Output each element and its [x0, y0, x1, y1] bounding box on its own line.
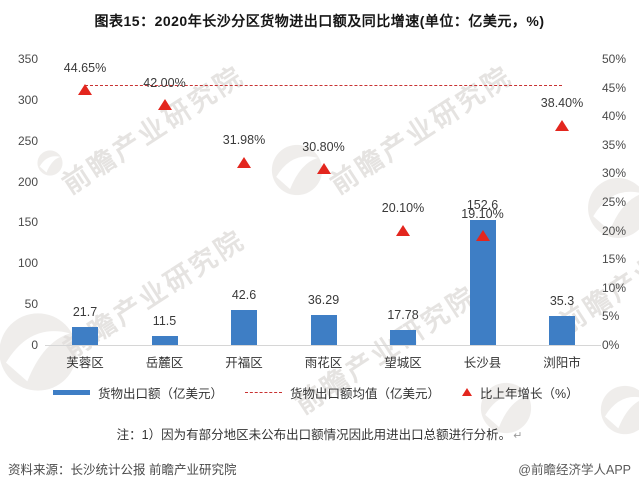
bar-望城区 — [390, 330, 416, 345]
legend-label-export: 货物出口额（亿美元） — [98, 386, 224, 401]
bar-swatch-icon — [53, 389, 90, 395]
credit-text: @前瞻经济学人APP — [518, 463, 631, 477]
legend-item-growth: 比上年增长（%） — [462, 383, 579, 402]
left-axis-tick: 250 — [17, 133, 38, 148]
left-axis-tick: 50 — [24, 297, 38, 312]
bar-浏阳市 — [549, 316, 575, 345]
growth-value-label: 20.10% — [381, 201, 425, 216]
growth-marker — [555, 119, 569, 131]
growth-value-label: 42.00% — [143, 75, 186, 90]
left-axis-tick: 200 — [17, 174, 38, 189]
growth-marker — [237, 156, 251, 168]
legend: 货物出口额（亿美元） 货物出口额均值（亿美元） 比上年增长（%） — [53, 383, 579, 402]
left-axis-tick: 100 — [17, 256, 38, 271]
right-axis-tick: 15% — [602, 252, 627, 267]
dashed-line-swatch-icon — [245, 391, 283, 393]
right-axis-tick: 35% — [602, 137, 627, 152]
right-axis-tick: 5% — [602, 309, 620, 324]
growth-marker — [78, 84, 92, 96]
right-axis-tick: 10% — [602, 280, 627, 295]
bar-value-label: 17.78 — [387, 308, 419, 323]
right-axis-tick: 45% — [602, 80, 627, 95]
category-label: 浏阳市 — [543, 356, 581, 370]
category-label: 长沙县 — [463, 356, 502, 370]
right-axis-tick: 25% — [602, 195, 627, 209]
category-label: 芙蓉区 — [66, 356, 104, 370]
growth-marker — [475, 230, 490, 242]
growth-marker — [396, 224, 410, 236]
left-axis-tick: 150 — [17, 215, 38, 230]
right-axis-tick: 30% — [602, 166, 627, 181]
right-axis-tick: 0% — [602, 338, 620, 352]
growth-value-label: 38.40% — [540, 96, 584, 111]
left-axis-tick: 350 — [17, 52, 38, 66]
chart-note: 注：1）因为有部分地区未公布出口额情况因此用进出口总额进行分析。 ↵ — [0, 424, 639, 443]
bar-value-label: 36.29 — [307, 293, 340, 308]
right-axis-tick: 50% — [602, 52, 627, 66]
legend-item-export: 货物出口额（亿美元） — [53, 383, 223, 402]
bar-芙蓉区 — [72, 327, 98, 345]
category-label: 开福区 — [225, 356, 263, 370]
bar-value-label: 21.7 — [72, 305, 98, 320]
return-mark: ↵ — [513, 430, 523, 442]
watermark-text: 前瞻产业研究院 — [325, 60, 518, 200]
x-axis-line — [45, 345, 601, 346]
legend-item-mean: 货物出口额均值（亿美元） — [245, 383, 440, 402]
growth-value-label: 19.10% — [461, 206, 504, 221]
growth-marker — [157, 99, 172, 111]
left-axis-tick: 300 — [17, 92, 38, 107]
bar-value-label: 11.5 — [152, 313, 177, 328]
note-text: 注：1）因为有部分地区未公布出口额情况因此用进出口总额进行分析。 — [116, 428, 512, 442]
legend-label-mean: 货物出口额均值（亿美元） — [290, 386, 441, 401]
growth-value-label: 44.65% — [63, 60, 107, 75]
source-text: 资料来源：长沙统计公报 前瞻产业研究院 — [8, 463, 237, 477]
mean-line — [85, 85, 562, 86]
bar-开福区 — [231, 310, 257, 345]
bar-value-label: 152.6 — [466, 198, 499, 213]
growth-marker — [316, 163, 331, 175]
growth-value-label: 31.98% — [222, 133, 266, 148]
category-label: 雨花区 — [304, 356, 343, 370]
right-axis-tick: 40% — [602, 109, 627, 124]
category-label: 望城区 — [384, 356, 422, 370]
qianzhan-globe-logo-icon — [37, 150, 63, 176]
bar-雨花区 — [310, 315, 337, 345]
left-axis-tick: 0 — [31, 338, 38, 352]
bar-岳麓区 — [151, 335, 178, 345]
bar-value-label: 35.3 — [549, 294, 575, 309]
legend-label-growth: 比上年增长（%） — [480, 386, 579, 401]
right-axis-tick: 20% — [602, 223, 627, 238]
growth-value-label: 30.80% — [302, 139, 345, 154]
triangle-swatch-icon — [462, 388, 473, 396]
chart-title: 图表15：2020年长沙分区货物进出口额及同比增速(单位：亿美元，%) — [94, 13, 545, 29]
bar-value-label: 42.6 — [231, 288, 257, 303]
category-label: 岳麓区 — [145, 356, 184, 370]
